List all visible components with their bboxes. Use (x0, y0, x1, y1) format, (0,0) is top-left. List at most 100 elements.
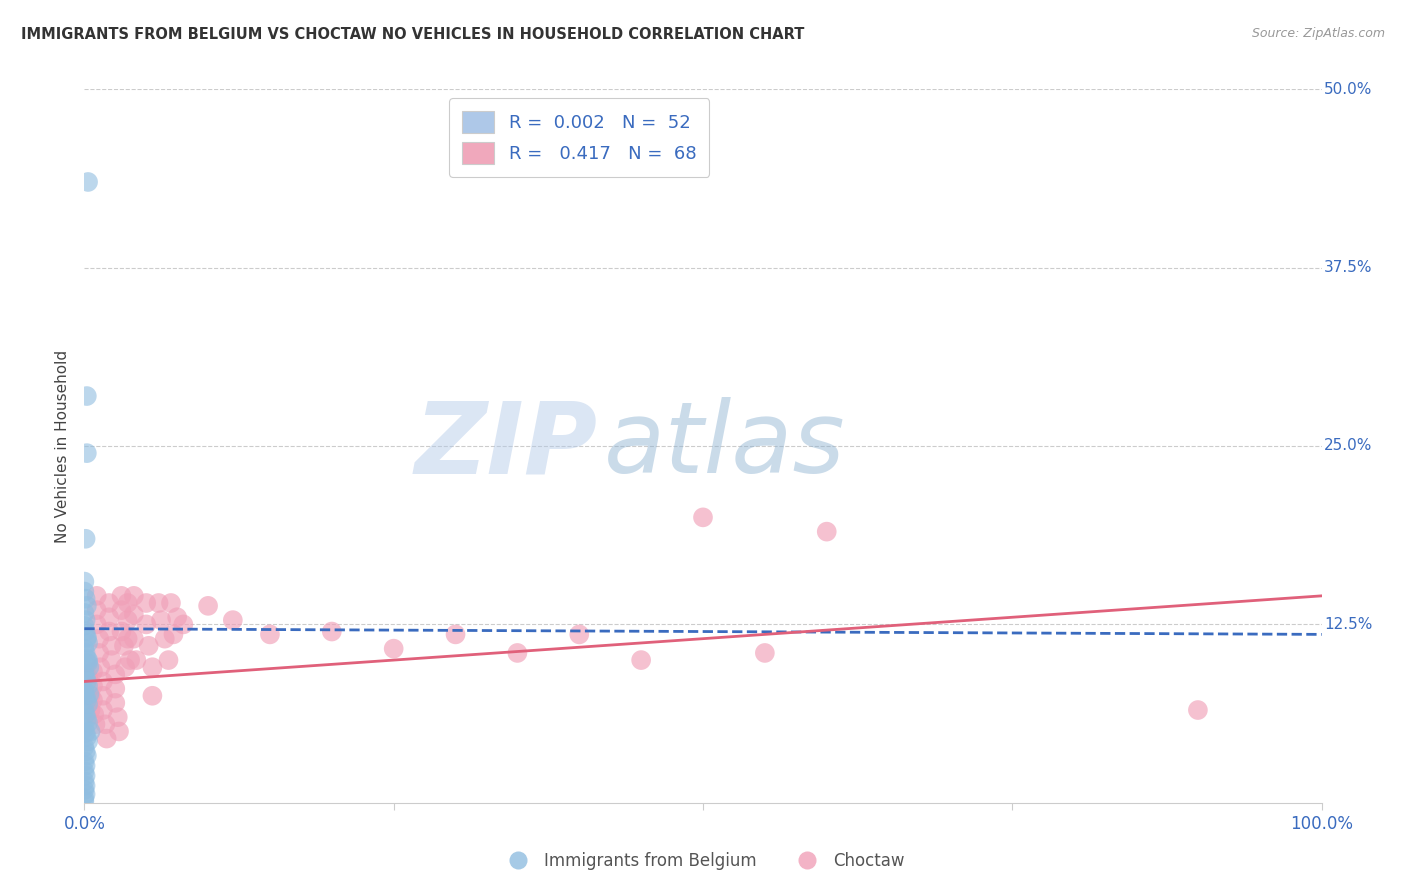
Point (75, 758, 97, 772)
Point (108, 724, 131, 739)
Point (75, 744, 97, 758)
Point (75, 624, 97, 639)
Point (75, 779, 97, 793)
Point (112, 639, 135, 653)
Point (321, 624, 343, 639)
Point (79, 724, 101, 739)
Point (148, 596, 170, 610)
Point (73, 574, 96, 589)
Point (122, 632, 145, 646)
Point (98, 624, 121, 639)
Point (568, 627, 591, 641)
Point (150, 613, 173, 627)
Point (104, 667, 127, 681)
Point (84, 717, 107, 731)
Point (110, 603, 132, 617)
Point (104, 681, 127, 696)
Point (98, 596, 121, 610)
Point (120, 653, 142, 667)
Y-axis label: No Vehicles in Household: No Vehicles in Household (55, 350, 70, 542)
Point (77, 715, 100, 730)
Point (76, 630, 98, 644)
Point (138, 639, 160, 653)
Point (141, 689, 163, 703)
Text: 50.0%: 50.0% (1324, 82, 1372, 96)
Point (1187, 703, 1209, 717)
Point (122, 607, 145, 622)
Point (73, 794, 96, 808)
Point (75, 707, 97, 722)
Point (141, 660, 163, 674)
Point (73, 764, 96, 779)
Point (94, 717, 117, 731)
Point (114, 660, 136, 674)
Point (76, 656, 98, 670)
Point (259, 627, 281, 641)
Point (73, 755, 96, 769)
Point (75, 646, 97, 660)
Point (444, 627, 467, 641)
Point (76, 446, 98, 460)
Point (76, 651, 98, 665)
Point (73, 722, 96, 736)
Point (77, 670, 100, 684)
Point (172, 617, 194, 632)
Legend: Immigrants from Belgium, Choctaw: Immigrants from Belgium, Choctaw (495, 846, 911, 877)
Point (82, 679, 104, 693)
Point (73, 703, 96, 717)
Point (79, 687, 101, 701)
Point (73, 665, 96, 680)
Point (117, 632, 139, 646)
Point (79, 703, 101, 717)
Point (110, 624, 132, 639)
Point (91, 689, 114, 703)
Point (76, 599, 98, 613)
Point (73, 783, 96, 797)
Point (630, 653, 652, 667)
Point (77, 698, 100, 712)
Point (125, 653, 148, 667)
Point (79, 660, 101, 674)
Point (73, 619, 96, 633)
Point (162, 627, 184, 641)
Point (77, 653, 100, 667)
Point (75, 787, 97, 801)
Text: atlas: atlas (605, 398, 845, 494)
Text: 12.5%: 12.5% (1324, 617, 1372, 632)
Point (100, 639, 122, 653)
Point (692, 510, 714, 524)
Point (77, 656, 100, 670)
Point (89, 660, 111, 674)
Point (75, 670, 97, 684)
Point (76, 693, 98, 707)
Point (73, 584, 96, 599)
Point (76, 674, 98, 689)
Point (83, 707, 105, 722)
Point (73, 606, 96, 620)
Point (153, 632, 176, 646)
Point (77, 734, 100, 748)
Point (815, 524, 838, 539)
Point (166, 610, 188, 624)
Point (89, 646, 111, 660)
Point (86, 589, 108, 603)
Point (75, 726, 97, 740)
Text: ZIP: ZIP (415, 398, 598, 494)
Text: IMMIGRANTS FROM BELGIUM VS CHOCTAW NO VEHICLES IN HOUSEHOLD CORRELATION CHART: IMMIGRANTS FROM BELGIUM VS CHOCTAW NO VE… (21, 27, 804, 42)
Point (75, 613, 97, 627)
Point (110, 589, 132, 603)
Point (76, 730, 98, 744)
Text: 25.0%: 25.0% (1324, 439, 1372, 453)
Point (91, 703, 114, 717)
Point (82, 693, 104, 707)
Point (117, 596, 139, 610)
Point (135, 617, 157, 632)
Text: 37.5%: 37.5% (1324, 260, 1372, 275)
Point (79, 689, 101, 703)
Point (222, 613, 245, 627)
Point (135, 596, 157, 610)
Point (75, 532, 97, 546)
Point (82, 665, 104, 679)
Point (382, 641, 405, 656)
Point (122, 589, 145, 603)
